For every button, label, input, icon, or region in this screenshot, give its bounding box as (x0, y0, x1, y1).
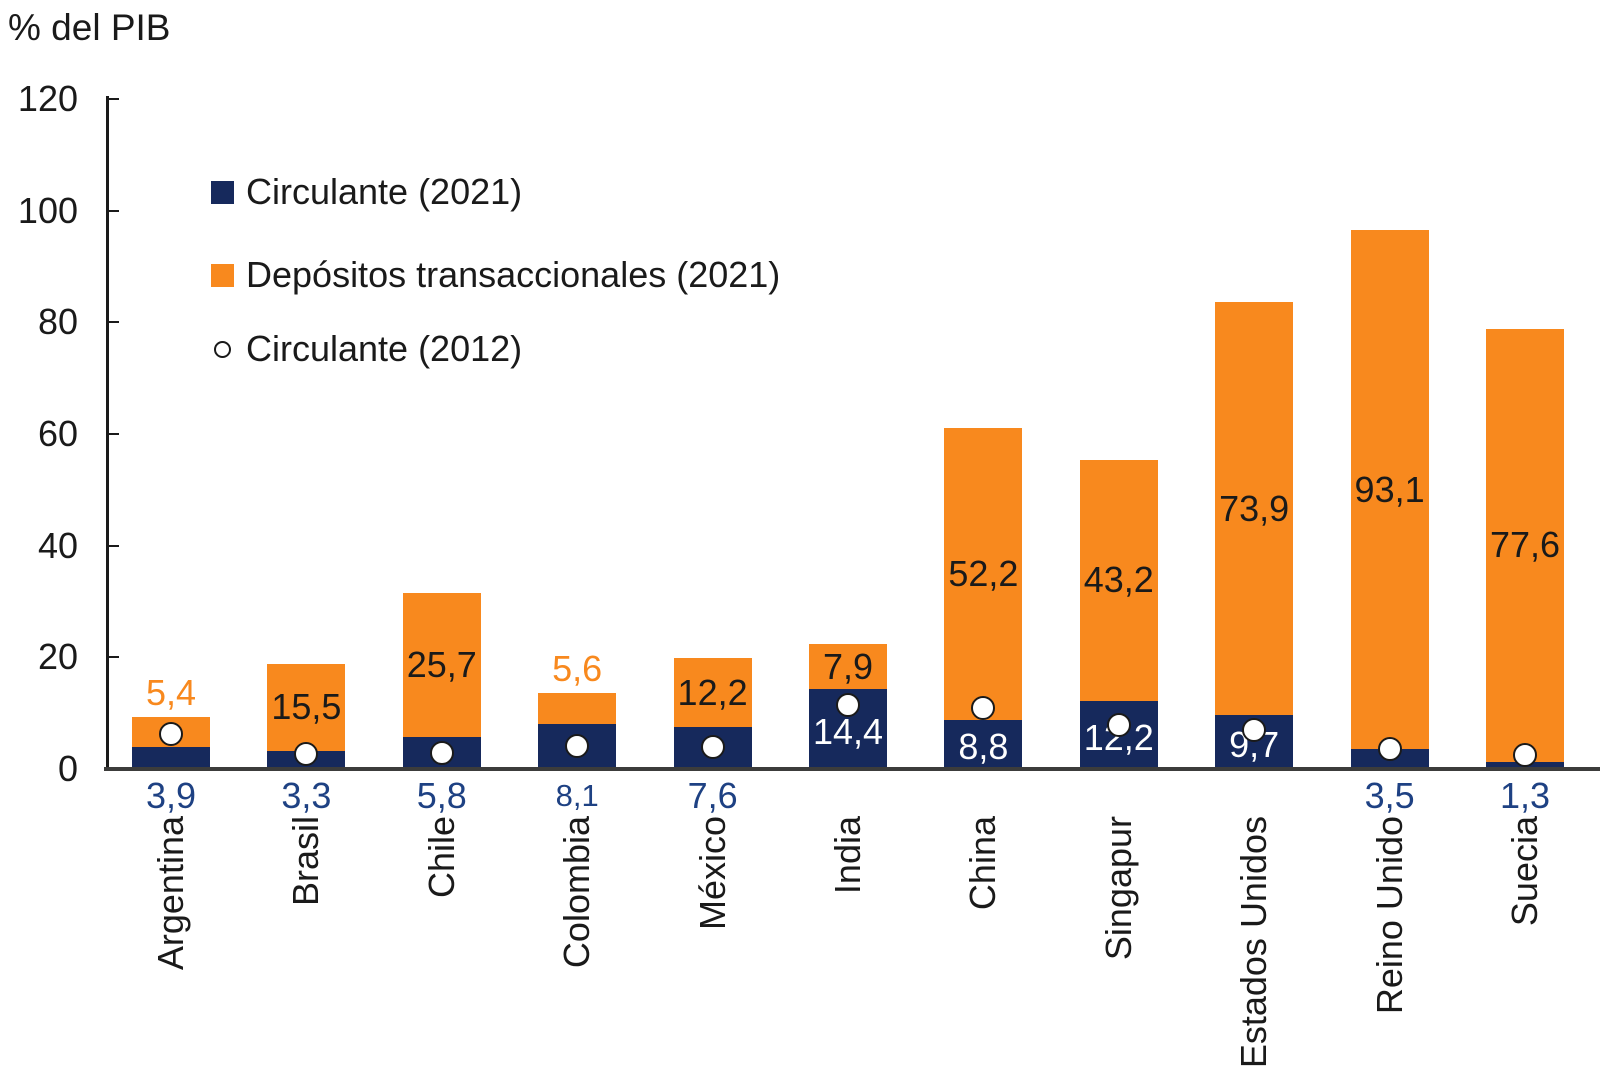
x-axis-label-reino-unido: Reino Unido (1368, 816, 1410, 1015)
marker-circulante-2012-india (836, 692, 860, 717)
value-label-depositos-singapur: 43,2 (1083, 559, 1154, 601)
value-label-circulante-china: 8,8 (958, 726, 1009, 768)
value-label-depositos-china: 52,2 (948, 553, 1019, 595)
value-label-circulante-chile: 5,8 (416, 775, 467, 816)
legend-label: Circulante (2012) (246, 328, 523, 369)
legend-item-2: Depósitos transaccionales (2021) (211, 255, 780, 295)
bar-segment-depositos-2021-chile (402, 593, 481, 737)
value-label-depositos-estados-unidos: 73,9 (1219, 487, 1290, 529)
value-label-depositos-chile: 25,7 (406, 643, 477, 685)
y-axis-unit-label: % del PIB (8, 7, 171, 48)
y-tick-label: 100 (17, 189, 78, 231)
bar-segment-depositos-2021-china (944, 428, 1023, 720)
marker-circulante-2012-estados-unidos (1242, 717, 1267, 742)
y-tick-mark (107, 656, 119, 659)
legend-square-icon (211, 263, 234, 287)
y-tick-mark (107, 98, 119, 101)
marker-circulante-2012-reino-unido (1377, 737, 1402, 762)
value-label-depositos-reino-unido: 93,1 (1354, 468, 1425, 510)
bar-segment-depositos-2021-singapur (1079, 459, 1158, 701)
y-tick-label: 20 (37, 636, 78, 678)
bar-segment-depositos-2021-india (809, 644, 887, 689)
y-tick-label: 80 (37, 301, 78, 343)
bar-segment-depositos-2021-colombia (538, 692, 617, 724)
x-axis-label-india: India (827, 816, 868, 895)
value-label-circulante-india: 14,4 (812, 710, 884, 752)
x-axis-label-singapur: Singapur (1097, 816, 1139, 961)
value-label-circulante-colombia: 8,1 (555, 778, 599, 813)
x-axis-label-suecia: Suecia (1504, 816, 1545, 927)
bar-segment-circulante-2021-argentina (132, 747, 210, 769)
value-label-depositos-suecia: 77,6 (1489, 524, 1561, 566)
marker-circulante-2012-china (971, 695, 996, 720)
x-axis-label-chile: Chile (420, 816, 462, 899)
x-axis-label-argentina: Argentina (150, 816, 191, 971)
value-label-circulante-brasil: 3,3 (281, 775, 332, 816)
legend-item-1: Circulante (2021) (211, 172, 522, 212)
y-tick-mark (107, 209, 119, 212)
bar-segment-depositos-2021-suecia (1486, 328, 1564, 762)
value-label-depositos-india: 7,9 (822, 645, 874, 687)
bar-segment-depositos-2021-mexico (673, 658, 752, 727)
legend-item-3: Circulante (2012) (211, 329, 522, 369)
value-label-depositos-brasil: 15,5 (271, 686, 342, 728)
legend-square-icon (211, 180, 234, 204)
x-axis-label-brasil: Brasil (285, 816, 327, 907)
legend-ring-swatch (214, 340, 231, 358)
value-label-circulante-suecia: 1,3 (1499, 775, 1551, 816)
value-label-depositos-argentina: 5,4 (145, 672, 197, 714)
y-tick-label: 0 (57, 748, 78, 789)
value-label-circulante-reino-unido: 3,5 (1364, 775, 1415, 816)
value-label-circulante-argentina: 3,9 (145, 775, 197, 816)
bar-segment-depositos-2021-brasil (267, 664, 346, 751)
value-label-depositos-colombia: 5,6 (552, 647, 603, 689)
marker-circulante-2012-suecia (1513, 743, 1537, 768)
y-tick-label: 60 (37, 413, 78, 455)
marker-circulante-2012-argentina (159, 722, 183, 747)
y-tick-label: 40 (37, 524, 78, 566)
legend-open-circle-icon (211, 338, 234, 361)
legend-square-swatch (211, 263, 234, 287)
y-tick-label: 120 (17, 78, 78, 120)
x-axis-label-estados-unidos: Estados Unidos (1233, 816, 1275, 1069)
bar-segment-depositos-2021-estados-unidos (1215, 302, 1294, 715)
marker-circulante-2012-colombia (565, 733, 590, 758)
x-axis-label-mexico: México (691, 816, 733, 931)
marker-circulante-2012-singapur (1106, 713, 1131, 738)
x-axis-line (104, 767, 1600, 771)
marker-circulante-2012-chile (429, 741, 454, 766)
bar-segment-circulante-2021-china (944, 719, 1023, 769)
x-axis-label-china: China (962, 816, 1004, 911)
legend-label: Depósitos transaccionales (2021) (246, 254, 781, 295)
marker-circulante-2012-mexico (700, 734, 725, 759)
y-tick-mark (107, 544, 119, 547)
bar-segment-depositos-2021-reino-unido (1350, 229, 1429, 750)
legend-label: Circulante (2021) (246, 171, 523, 212)
y-tick-mark (107, 433, 119, 436)
value-label-circulante-mexico: 7,6 (687, 775, 738, 816)
y-tick-mark (107, 321, 119, 324)
legend-square-swatch (211, 180, 234, 204)
x-axis-label-colombia: Colombia (556, 816, 598, 969)
marker-circulante-2012-brasil (294, 742, 319, 767)
value-label-depositos-mexico: 12,2 (677, 671, 748, 713)
